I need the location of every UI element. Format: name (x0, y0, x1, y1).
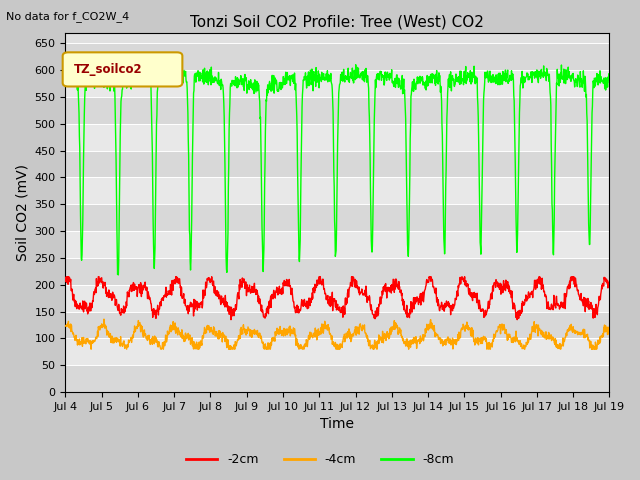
Bar (65, 338, 609, 365)
Bar (65, 312, 609, 338)
Text: No data for f_CO2W_4: No data for f_CO2W_4 (6, 11, 130, 22)
FancyBboxPatch shape (63, 52, 182, 86)
Bar (65, 258, 609, 285)
Text: TZ_soilco2: TZ_soilco2 (74, 63, 142, 76)
Bar (65, 365, 609, 392)
Bar (65, 43, 609, 70)
X-axis label: Time: Time (321, 418, 355, 432)
Bar (65, 151, 609, 178)
Bar (65, 124, 609, 151)
Title: Tonzi Soil CO2 Profile: Tree (West) CO2: Tonzi Soil CO2 Profile: Tree (West) CO2 (191, 15, 484, 30)
Legend: -2cm, -4cm, -8cm: -2cm, -4cm, -8cm (181, 448, 459, 471)
Bar (65, 70, 609, 97)
Bar (65, 178, 609, 204)
Bar (65, 204, 609, 231)
Bar (65, 285, 609, 312)
Y-axis label: Soil CO2 (mV): Soil CO2 (mV) (15, 164, 29, 261)
Bar (65, 231, 609, 258)
Bar (65, 97, 609, 124)
